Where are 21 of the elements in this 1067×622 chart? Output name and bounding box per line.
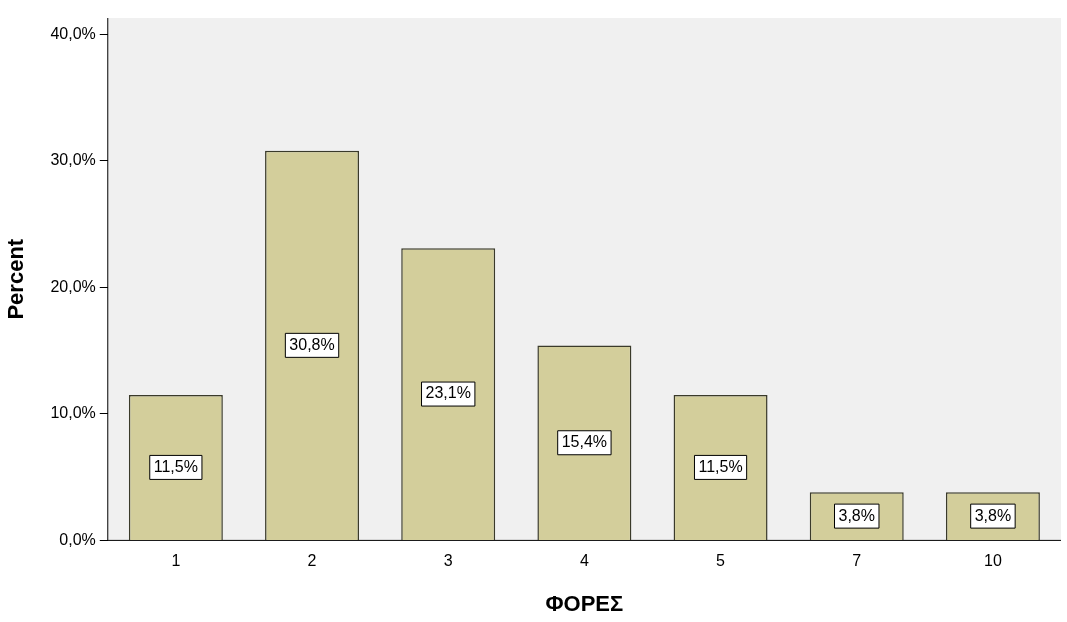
data-label: 11,5% [153, 457, 198, 475]
data-label: 11,5% [698, 457, 743, 475]
data-label: 3,8% [974, 506, 1012, 524]
data-label: 23,1% [425, 384, 471, 402]
x-tick-label: 1 [171, 552, 181, 570]
y-axis-title: Percent [3, 238, 29, 320]
y-tick-label: 20,0% [50, 277, 96, 295]
y-tick-label: 10,0% [50, 404, 96, 422]
data-label: 15,4% [561, 433, 608, 451]
y-tick-label: 40,0% [50, 24, 96, 42]
data-label: 3,8% [838, 506, 875, 524]
y-tick-label: 0,0% [59, 530, 96, 548]
x-tick-label: 10 [984, 552, 1002, 570]
x-tick-label: 5 [716, 552, 726, 570]
x-tick-label: 4 [579, 552, 589, 570]
y-tick-label: 30,0% [50, 151, 96, 169]
x-tick-label: 2 [307, 552, 317, 570]
x-tick-label: 3 [443, 552, 453, 570]
x-axis-title: ΦΟΡΕΣ [545, 590, 624, 616]
data-label: 30,8% [289, 335, 335, 353]
x-tick-label: 7 [852, 552, 862, 570]
